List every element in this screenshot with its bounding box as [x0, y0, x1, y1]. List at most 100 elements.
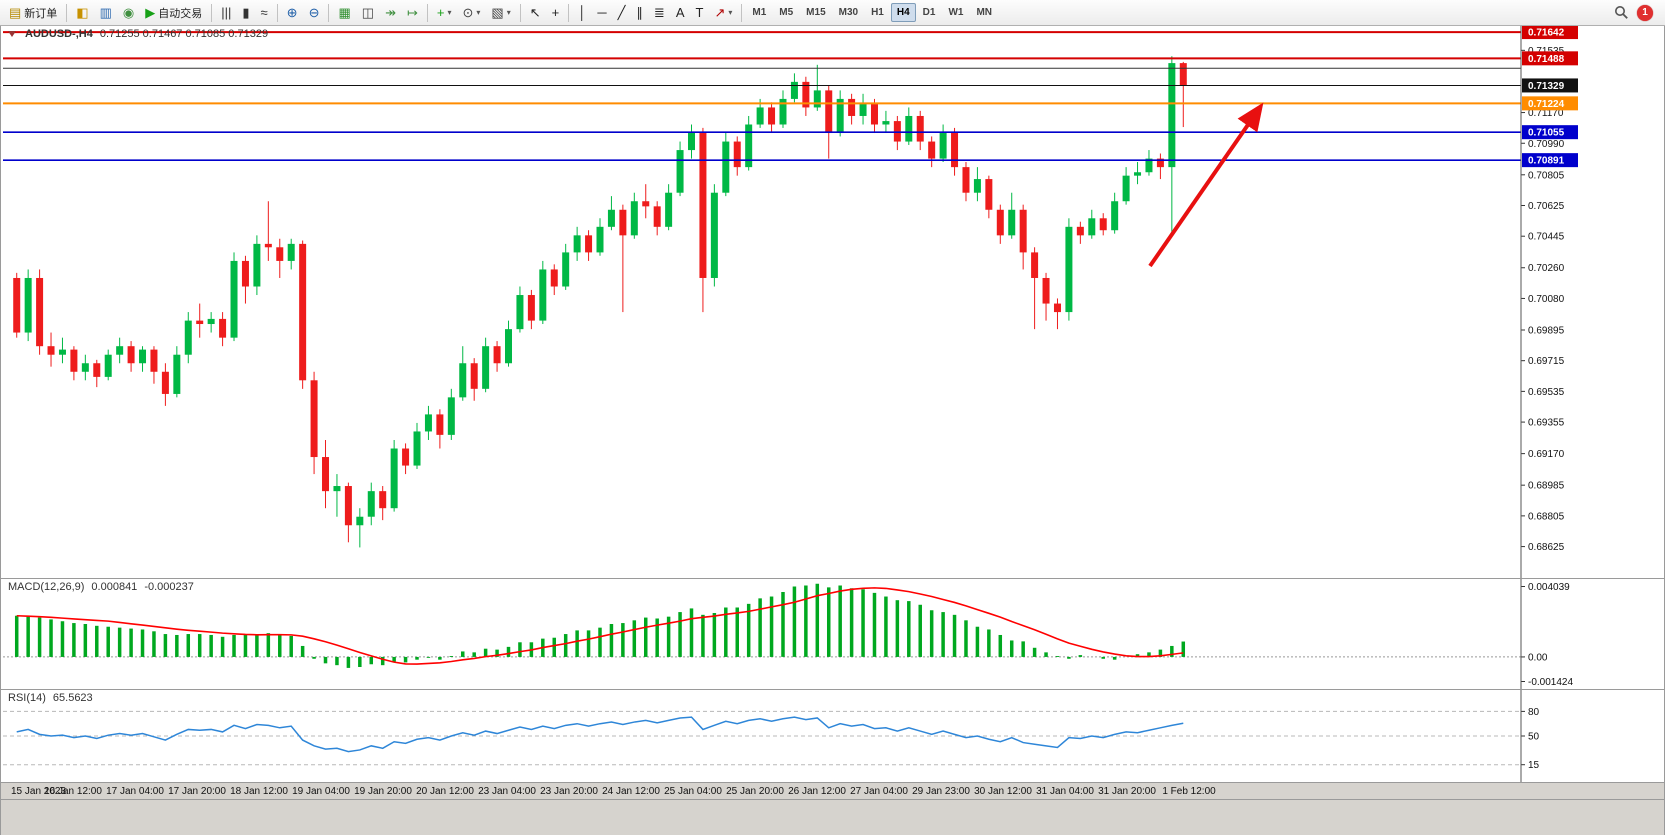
- main-chart-canvas[interactable]: 0.71535 0.71170 0.70990 0.70805 0.70625 0.704…: [1, 26, 1665, 578]
- timeframe-m5[interactable]: M5: [779, 7, 794, 18]
- auto-scroll-icon: ↠: [385, 5, 396, 20]
- rsi-canvas[interactable]: 80 50 15: [1, 690, 1665, 782]
- time-label: 18 Jan 12:00: [230, 786, 288, 797]
- dropdown-caret-icon: ▾: [728, 8, 733, 17]
- price-tick: 0.70260: [1528, 263, 1565, 274]
- new-order-button[interactable]: ▤ 新订单: [4, 3, 62, 23]
- channel-icon: ∥: [636, 5, 643, 20]
- autotrading-button[interactable]: ▶ 自动交易: [140, 3, 207, 23]
- tile-windows-icon: ◫: [361, 5, 375, 20]
- timeframe-mn[interactable]: MN: [976, 7, 993, 18]
- add-indicator-button[interactable]: + ▾: [432, 3, 457, 23]
- macd-scale-label: 0.00: [1528, 652, 1548, 663]
- time-label: 16 Jan 12:00: [44, 786, 102, 797]
- time-label: 23 Jan 04:00: [478, 786, 536, 797]
- vertical-line-icon: │: [578, 5, 587, 20]
- fibonacci-icon[interactable]: ≣: [649, 3, 670, 23]
- label-icon: T: [695, 5, 704, 20]
- indicators-icon: ▦: [338, 5, 351, 20]
- label-icon[interactable]: T: [690, 3, 708, 23]
- candlestick-chart-icon: ▮: [242, 5, 250, 20]
- timeframe-h4[interactable]: H4: [890, 3, 916, 22]
- price-tick: 0.69535: [1528, 387, 1565, 398]
- hline-0.70891[interactable]: 0.70891: [3, 153, 1578, 168]
- time-axis[interactable]: 15 Jan 2023 16 Jan 12:00 17 Jan 04:00 17 Ja…: [1, 783, 1664, 800]
- rsi-scale-label: 15: [1528, 760, 1540, 771]
- fibonacci-icon: ≣: [653, 5, 665, 20]
- data-window-icon[interactable]: ▥: [95, 3, 117, 23]
- time-label: 19 Jan 20:00: [354, 786, 412, 797]
- line-chart-icon: ≈: [260, 5, 268, 20]
- cursor-icon[interactable]: ↖: [525, 3, 546, 23]
- navigator-icon: ◉: [122, 5, 135, 20]
- shapes-button[interactable]: ↗ ▾: [709, 3, 737, 23]
- hline-0.71224[interactable]: 0.71224: [3, 96, 1578, 111]
- market-watch-icon[interactable]: ◧: [71, 3, 93, 23]
- hline-0.71055[interactable]: 0.71055: [3, 125, 1578, 140]
- search-icon[interactable]: [1614, 5, 1629, 20]
- toolbar-right: 1: [1614, 4, 1661, 21]
- hline-price-label: 0.71055: [1528, 128, 1565, 139]
- vertical-line-icon[interactable]: │: [573, 3, 591, 23]
- current-price-line: 0.71329: [3, 78, 1578, 93]
- price-tick: 0.68805: [1528, 511, 1565, 522]
- bar-chart-icon[interactable]: |||: [216, 3, 236, 23]
- macd-canvas[interactable]: 0.004039 0.00 -0.001424: [1, 579, 1665, 689]
- crosshair-icon[interactable]: +: [547, 3, 565, 23]
- zoom-in-icon[interactable]: ⊕: [282, 3, 303, 23]
- templates-button[interactable]: ▧ ▾: [486, 3, 515, 23]
- price-tick: 0.70805: [1528, 170, 1565, 181]
- time-label: 27 Jan 04:00: [850, 786, 908, 797]
- channel-icon[interactable]: ∥: [631, 3, 648, 23]
- navigator-icon[interactable]: ◉: [118, 3, 139, 23]
- trend-arrow[interactable]: [1148, 102, 1264, 268]
- rsi-line: [16, 716, 1184, 753]
- horizontal-line-icon[interactable]: ─: [592, 3, 611, 23]
- line-chart-icon[interactable]: ≈: [256, 3, 273, 23]
- hline-price-label: 0.71642: [1528, 28, 1565, 39]
- time-label: 20 Jan 12:00: [416, 786, 474, 797]
- chart-shift-icon[interactable]: ↦: [402, 3, 423, 23]
- data-window-icon: ▥: [99, 5, 112, 20]
- time-label: 24 Jan 12:00: [602, 786, 660, 797]
- timeframe-m30[interactable]: M30: [838, 7, 859, 18]
- crosshair-icon: +: [551, 5, 560, 20]
- toolbar-separator: [276, 3, 278, 22]
- zoom-out-icon[interactable]: ⊖: [304, 3, 325, 23]
- timeframe-m1[interactable]: M1: [752, 7, 767, 18]
- periods-icon: ⊙: [462, 5, 474, 20]
- shapes-icon: ↗: [714, 5, 726, 20]
- timeframe-m15[interactable]: M15: [806, 7, 826, 18]
- price-tick: 0.69170: [1528, 449, 1565, 460]
- toolbar: ▤ 新订单 ◧ ▥ ◉ ▶ 自动交易 ||| ▮ ≈ ⊕ ⊖ ▦ ◫ ↠ ↦ + ▾ ⊙ ▾ ▧ ▾ ↖ + │ ─ ╱ ∥ ≣ A T ↗ ▾…: [0, 0, 1665, 26]
- trendline-icon: ╱: [617, 5, 626, 20]
- notification-badge[interactable]: 1: [1637, 4, 1653, 21]
- rsi-panel: 80 50 15 RSI(14) 65.5623: [1, 690, 1664, 783]
- toolbar-separator: [568, 3, 570, 22]
- time-label: 17 Jan 04:00: [106, 786, 164, 797]
- price-tick: 0.71170: [1528, 108, 1564, 119]
- time-label: 29 Jan 23:00: [912, 786, 970, 797]
- time-label: 19 Jan 04:00: [292, 786, 350, 797]
- toolbar-separator: [519, 3, 521, 22]
- zoom-out-icon: ⊖: [308, 5, 320, 20]
- auto-scroll-icon[interactable]: ↠: [380, 3, 401, 23]
- candlestick-chart-icon[interactable]: ▮: [237, 3, 254, 23]
- tile-windows-icon[interactable]: ◫: [357, 3, 379, 23]
- hline-0.71488[interactable]: 0.71488: [3, 51, 1578, 66]
- timeframe-h1[interactable]: H1: [871, 7, 884, 18]
- current-price-label: 0.71329: [1528, 81, 1565, 92]
- bottom-strip: [1, 800, 1664, 835]
- timeframe-d1[interactable]: D1: [922, 7, 936, 18]
- price-tick: 0.68625: [1528, 542, 1565, 553]
- periods-button[interactable]: ⊙ ▾: [458, 3, 486, 23]
- toolbar-separator: [66, 3, 68, 22]
- dropdown-caret-icon: ▾: [506, 8, 511, 17]
- timeframe-w1[interactable]: W1: [948, 7, 964, 18]
- macd-histogram: [14, 583, 1186, 668]
- indicators-icon[interactable]: ▦: [333, 3, 355, 23]
- hline-price-label: 0.71224: [1528, 99, 1565, 110]
- trendline-icon[interactable]: ╱: [613, 3, 631, 23]
- text-icon[interactable]: A: [671, 3, 690, 23]
- hline-0.71642[interactable]: 0.71642: [3, 26, 1578, 40]
